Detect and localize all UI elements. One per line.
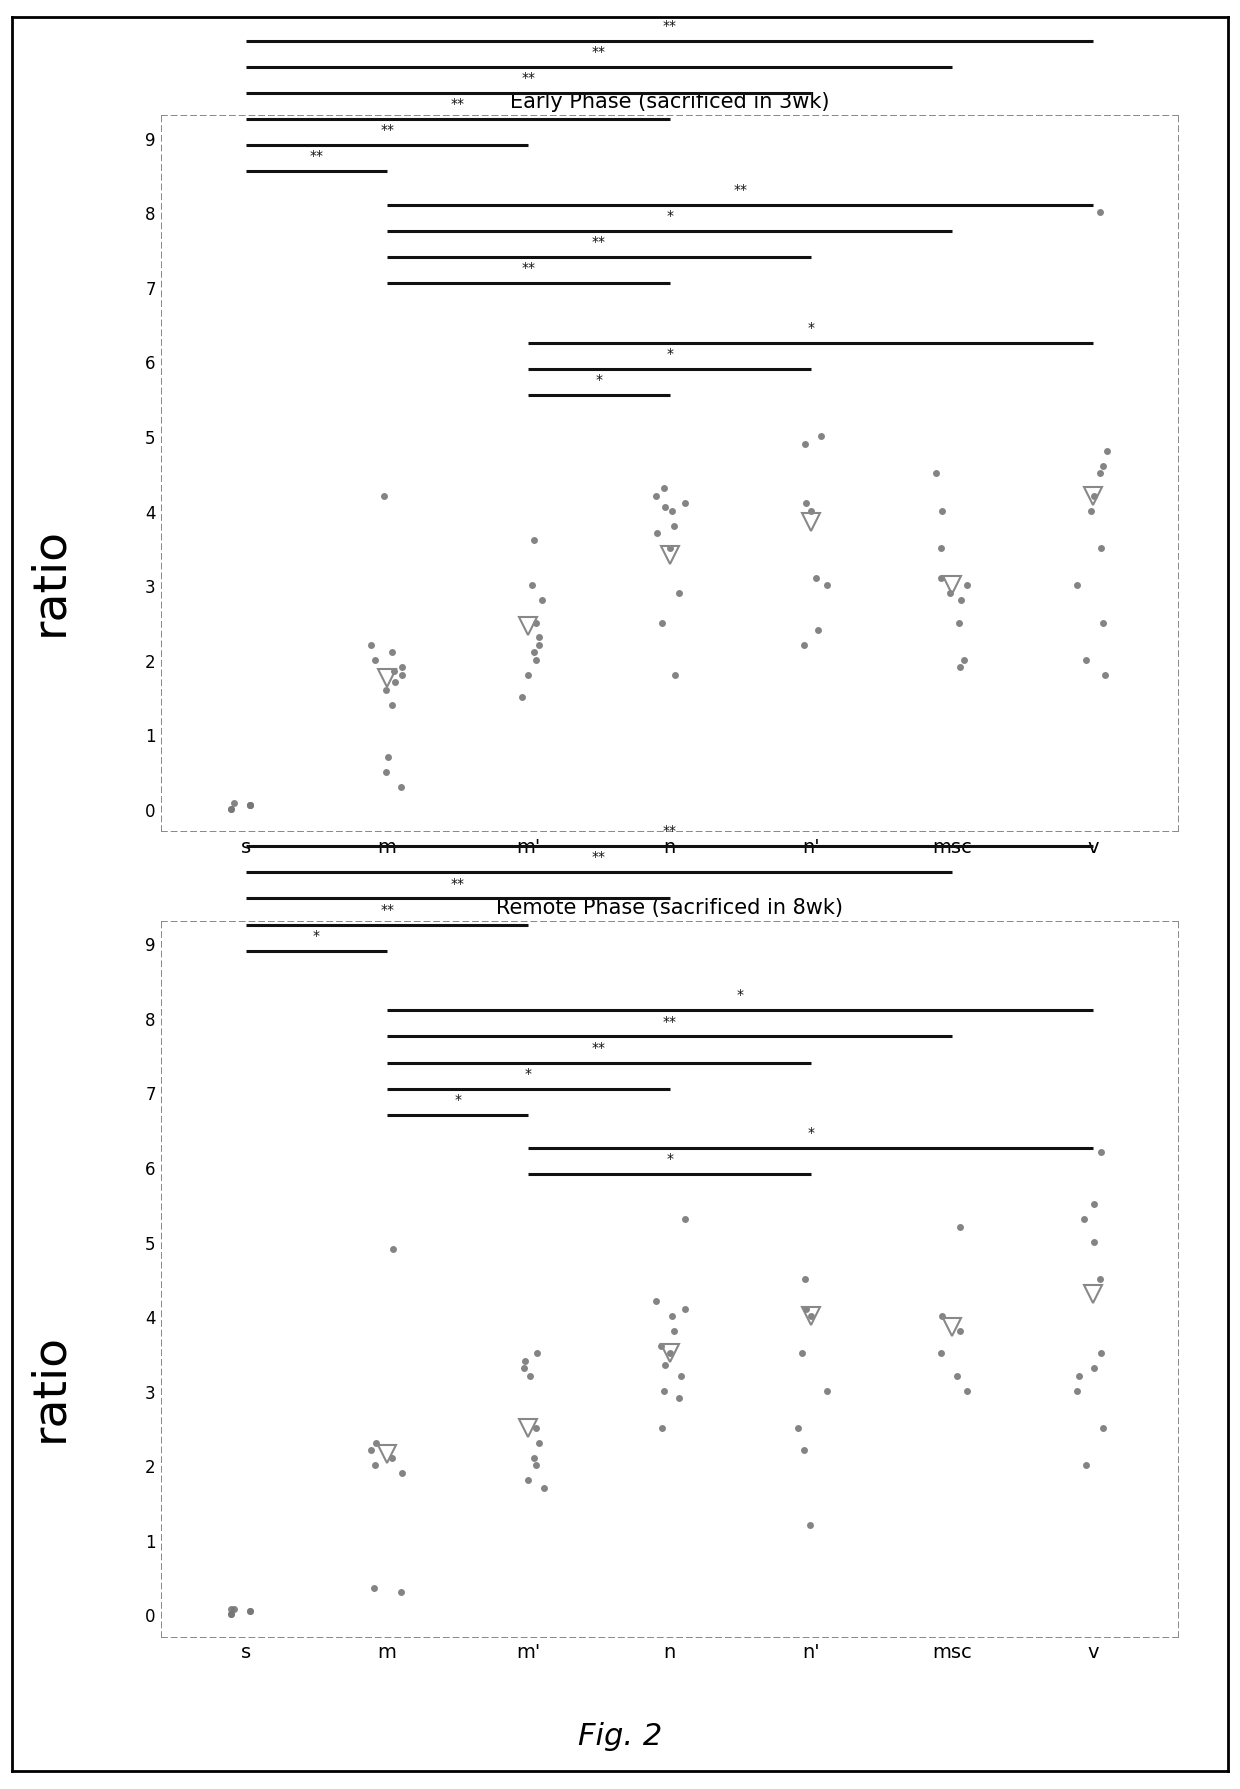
Text: *: * bbox=[525, 1066, 532, 1081]
Text: **: ** bbox=[591, 45, 606, 59]
Text: **: ** bbox=[662, 20, 677, 32]
Text: *: * bbox=[666, 1152, 673, 1166]
Text: **: ** bbox=[381, 902, 394, 916]
Text: *: * bbox=[454, 1093, 461, 1106]
Text: **: ** bbox=[521, 72, 536, 86]
Text: *: * bbox=[312, 928, 320, 943]
Text: **: ** bbox=[310, 148, 324, 163]
Text: ratio: ratio bbox=[27, 1333, 72, 1440]
Title: Remote Phase (sacrificed in 8wk): Remote Phase (sacrificed in 8wk) bbox=[496, 896, 843, 918]
Text: *: * bbox=[807, 320, 815, 335]
Text: **: ** bbox=[662, 825, 677, 837]
Text: **: ** bbox=[662, 1014, 677, 1029]
Text: **: ** bbox=[591, 234, 606, 249]
Text: **: ** bbox=[591, 850, 606, 864]
Text: **: ** bbox=[381, 123, 394, 138]
Text: **: ** bbox=[733, 182, 748, 197]
Text: **: ** bbox=[591, 1039, 606, 1054]
Text: Fig. 2: Fig. 2 bbox=[578, 1721, 662, 1750]
Title: Early Phase (sacrificed in 3wk): Early Phase (sacrificed in 3wk) bbox=[510, 91, 830, 113]
Text: ratio: ratio bbox=[27, 528, 72, 635]
Text: *: * bbox=[737, 988, 744, 1002]
Text: **: ** bbox=[451, 97, 465, 111]
Text: *: * bbox=[666, 209, 673, 224]
Text: **: ** bbox=[521, 261, 536, 276]
Text: **: ** bbox=[451, 877, 465, 891]
Text: *: * bbox=[807, 1125, 815, 1140]
Text: *: * bbox=[595, 372, 603, 386]
Text: *: * bbox=[666, 347, 673, 361]
